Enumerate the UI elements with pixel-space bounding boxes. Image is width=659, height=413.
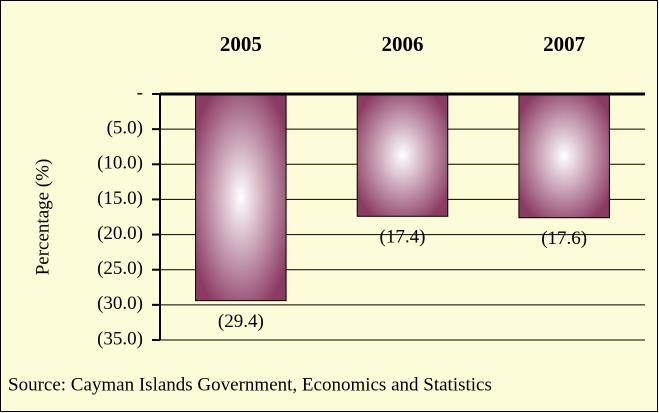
category-label: 2007 (543, 32, 585, 56)
source-note: Source: Cayman Islands Government, Econo… (8, 374, 492, 395)
y-tick-label: - (137, 82, 143, 103)
y-tick-label: (20.0) (97, 223, 143, 244)
bar (195, 93, 287, 302)
y-tick-label: (10.0) (97, 153, 143, 174)
category-label: 2005 (220, 32, 262, 56)
data-label: (17.6) (541, 228, 587, 249)
bar (518, 93, 610, 219)
y-tick-label: (15.0) (97, 188, 143, 209)
y-tick-label: (30.0) (97, 293, 143, 314)
data-label: (17.4) (380, 227, 426, 248)
category-label: 2006 (382, 32, 424, 56)
y-tick-label: (35.0) (97, 328, 143, 349)
data-label: (29.4) (218, 311, 264, 332)
y-tick-label: (25.0) (97, 258, 143, 279)
y-axis-label: Percentage (%) (32, 159, 53, 276)
bar (356, 93, 449, 217)
y-tick-label: (5.0) (107, 118, 143, 139)
